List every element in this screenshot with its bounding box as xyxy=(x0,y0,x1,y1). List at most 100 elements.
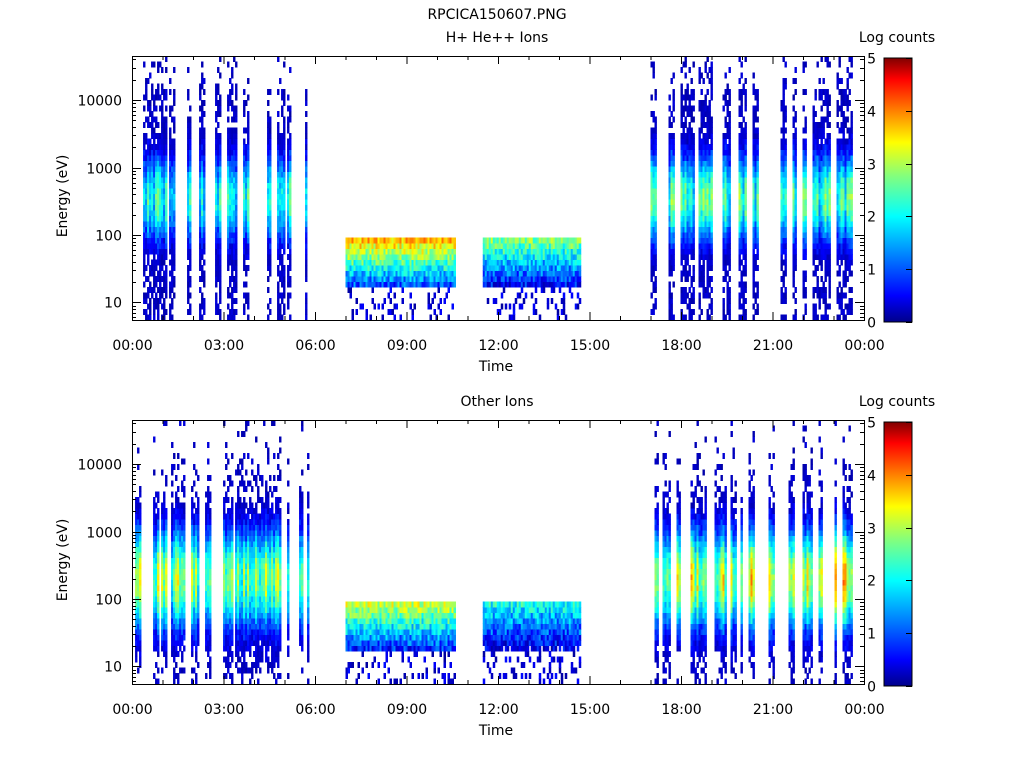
heatmap-cell xyxy=(502,248,506,255)
heatmap-cell xyxy=(393,292,396,299)
heatmap-cell xyxy=(179,629,182,635)
heatmap-cell xyxy=(688,188,691,194)
heatmap-cell xyxy=(722,144,725,150)
heatmap-cell xyxy=(496,281,500,288)
heatmap-cell xyxy=(233,298,236,304)
heatmap-cell xyxy=(698,232,701,238)
y-tick-label: 10 xyxy=(104,296,122,312)
heatmap-cell xyxy=(159,298,162,304)
heatmap-cell xyxy=(496,276,500,282)
heatmap-cell xyxy=(520,237,524,244)
heatmap-cell xyxy=(231,210,234,216)
heatmap-cell xyxy=(219,100,222,106)
heatmap-cell xyxy=(137,541,140,547)
heatmap-cell xyxy=(153,524,156,531)
heatmap-cell xyxy=(145,89,148,95)
heatmap-cell xyxy=(688,122,691,128)
heatmap-cell xyxy=(822,314,825,320)
heatmap-cell xyxy=(552,265,556,271)
heatmap-cell xyxy=(510,254,514,260)
heatmap-cell xyxy=(836,270,839,277)
heatmap-cell xyxy=(538,281,542,288)
heatmap-cell xyxy=(686,138,689,145)
heatmap-cell xyxy=(385,281,388,288)
heatmap-cell xyxy=(155,640,158,646)
heatmap-cell xyxy=(165,309,168,315)
heatmap-cell xyxy=(277,265,280,271)
heatmap-cell xyxy=(792,193,795,200)
heatmap-cell xyxy=(137,579,140,586)
heatmap-cell xyxy=(187,122,190,128)
heatmap-cell xyxy=(698,138,701,145)
heatmap-cell xyxy=(724,193,727,200)
heatmap-cell xyxy=(820,144,823,150)
heatmap-cell xyxy=(740,160,743,167)
heatmap-cell xyxy=(816,193,819,200)
heatmap-cell xyxy=(654,116,657,123)
heatmap-cell xyxy=(820,237,823,244)
x-tick-label: 21:00 xyxy=(753,338,793,354)
heatmap-cell xyxy=(175,640,178,646)
heatmap-cell xyxy=(217,160,220,167)
heatmap-cell xyxy=(171,314,174,320)
heatmap-cell xyxy=(161,579,164,586)
heatmap-cell xyxy=(482,248,486,255)
heatmap-cell xyxy=(566,243,570,249)
heatmap-cell xyxy=(744,94,747,101)
heatmap-cell xyxy=(189,105,192,112)
heatmap-cell xyxy=(143,122,146,128)
heatmap-cell xyxy=(369,265,372,271)
heatmap-cell xyxy=(217,243,220,249)
heatmap-cell xyxy=(650,248,653,255)
heatmap-cell xyxy=(672,166,675,172)
heatmap-cell xyxy=(189,232,192,238)
heatmap-cell xyxy=(189,243,192,249)
heatmap-cell xyxy=(227,243,230,249)
heatmap-cell xyxy=(540,248,544,255)
heatmap-cell xyxy=(542,265,546,271)
heatmap-cell xyxy=(512,254,516,260)
heatmap-cell xyxy=(189,193,192,200)
heatmap-cell xyxy=(792,259,795,266)
heatmap-cell xyxy=(147,116,150,123)
heatmap-cell xyxy=(157,210,160,216)
heatmap-cell xyxy=(692,292,695,299)
heatmap-cell xyxy=(357,270,360,277)
heatmap-cell xyxy=(680,94,683,101)
heatmap-cell xyxy=(159,237,162,244)
y-tick-label: 100 xyxy=(95,229,122,245)
heatmap-cell xyxy=(816,215,819,222)
heatmap-cell xyxy=(345,237,348,244)
heatmap-cell xyxy=(243,226,246,233)
heatmap-cell xyxy=(816,138,819,145)
heatmap-cell xyxy=(492,270,496,277)
heatmap-cell xyxy=(281,155,284,161)
heatmap-cell xyxy=(177,552,180,558)
heatmap-cell xyxy=(281,160,284,167)
heatmap-cell xyxy=(151,221,154,227)
heatmap-cell xyxy=(281,193,284,200)
heatmap-cell xyxy=(247,171,250,178)
heatmap-cell xyxy=(287,160,290,167)
heatmap-cell xyxy=(161,519,164,525)
heatmap-cell xyxy=(229,138,232,145)
heatmap-cell xyxy=(568,254,572,260)
heatmap-cell xyxy=(247,248,250,255)
heatmap-cell xyxy=(752,210,755,216)
heatmap-cell xyxy=(704,226,707,233)
heatmap-cell xyxy=(850,171,853,178)
heatmap-cell xyxy=(698,254,701,260)
heatmap-cell xyxy=(684,182,687,189)
heatmap-cell xyxy=(700,89,703,95)
heatmap-cell xyxy=(169,303,172,310)
heatmap-cell xyxy=(708,204,711,211)
heatmap-cell xyxy=(802,127,805,134)
heatmap-cell xyxy=(367,265,370,271)
heatmap-cell xyxy=(269,89,272,95)
heatmap-cell xyxy=(135,546,138,553)
heatmap-cell xyxy=(838,188,841,194)
heatmap-cell xyxy=(215,248,218,255)
heatmap-cell xyxy=(173,508,176,514)
heatmap-cell xyxy=(435,265,438,271)
